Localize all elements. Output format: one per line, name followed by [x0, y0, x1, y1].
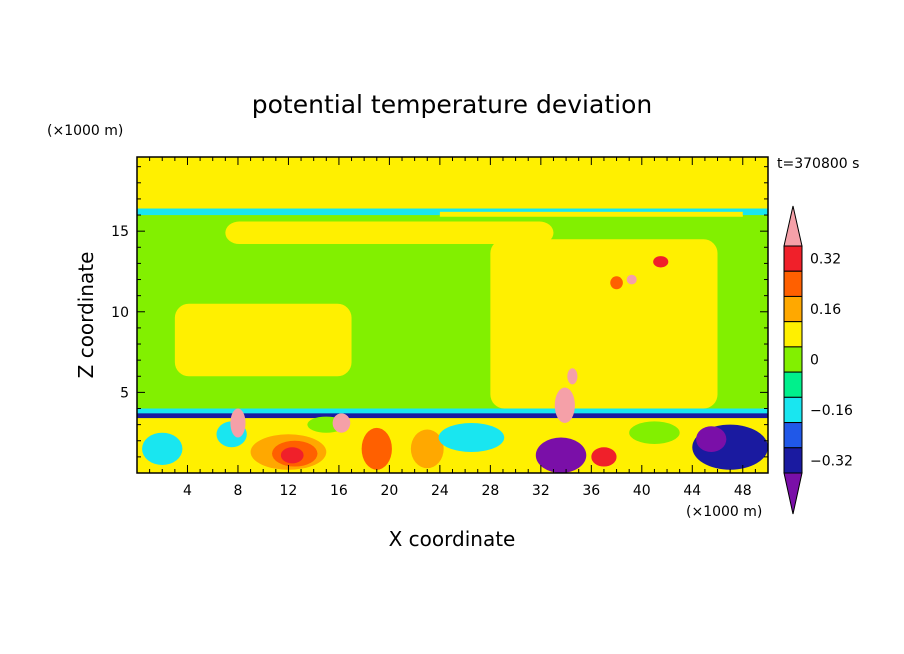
field-blob: [410, 429, 444, 469]
colorbar-label: −0.32: [810, 453, 853, 469]
x-tick-label: 44: [683, 483, 701, 499]
x-tick-label: 36: [582, 483, 600, 499]
contour-field: [137, 157, 768, 473]
field-region: [490, 239, 718, 409]
colorbar-box: [783, 245, 803, 272]
y-axis-label: Z coordinate: [74, 252, 98, 379]
x-tick-label: 4: [183, 483, 192, 499]
field-blob: [438, 423, 505, 453]
field-region: [439, 211, 743, 217]
x-tick-label: 8: [233, 483, 242, 499]
x-unit-label: (×1000 m): [686, 504, 762, 520]
y-tick-label: 15: [111, 224, 129, 240]
y-unit-label: (×1000 m): [47, 123, 123, 139]
colorbar-extend-top: [783, 205, 803, 247]
field-blob: [230, 408, 246, 438]
field-blob: [280, 447, 304, 464]
chart-title: potential temperature deviation: [252, 90, 652, 119]
colorbar-box: [783, 447, 803, 474]
field-blob: [554, 387, 575, 424]
field-blob: [361, 427, 392, 470]
field-blob: [696, 426, 727, 453]
time-label: t=370800 s: [777, 156, 859, 172]
colorbar-box: [783, 321, 803, 348]
field-blob: [142, 432, 183, 465]
y-axis: 5 10 15: [111, 166, 768, 458]
colorbar-label: −0.16: [810, 403, 853, 419]
colorbar-label: 0: [810, 353, 819, 369]
colorbar-box: [783, 422, 803, 449]
colorbar-box: [783, 270, 803, 297]
colorbar-box: [783, 371, 803, 398]
field-blob: [591, 447, 617, 467]
colorbar: 0.32 0.16 0 −0.16 −0.32: [783, 205, 853, 515]
x-tick-label: 24: [431, 483, 449, 499]
field-region: [452, 157, 731, 196]
field-blob: [567, 368, 578, 385]
field-region: [225, 221, 554, 245]
x-tick-label: 12: [280, 483, 298, 499]
field-blob: [626, 274, 637, 285]
field-blob: [535, 437, 587, 473]
field-region: [137, 413, 768, 419]
colorbar-box: [783, 346, 803, 373]
x-tick-label: 32: [532, 483, 550, 499]
x-tick-label: 28: [481, 483, 499, 499]
field-blob: [629, 421, 680, 444]
colorbar-box: [783, 396, 803, 424]
colorbar-box: [783, 295, 803, 323]
x-axis: 4 8 12 16 20 24 28 32 36 40 44 48: [149, 157, 756, 499]
x-tick-label: 48: [734, 483, 752, 499]
field-blob: [653, 256, 669, 268]
y-tick-label: 10: [111, 305, 129, 321]
x-axis-label: X coordinate: [389, 527, 516, 551]
x-tick-label: 40: [633, 483, 651, 499]
field-blob: [332, 413, 351, 433]
x-tick-label: 16: [330, 483, 348, 499]
colorbar-extend-bottom: [783, 472, 803, 515]
colorbar-label: 0.16: [810, 302, 841, 318]
field-blob: [610, 276, 623, 290]
y-tick-label: 5: [120, 385, 129, 401]
field-region: [137, 408, 768, 415]
colorbar-label: 0.32: [810, 252, 841, 268]
field-region: [174, 303, 352, 377]
x-tick-label: 20: [380, 483, 398, 499]
